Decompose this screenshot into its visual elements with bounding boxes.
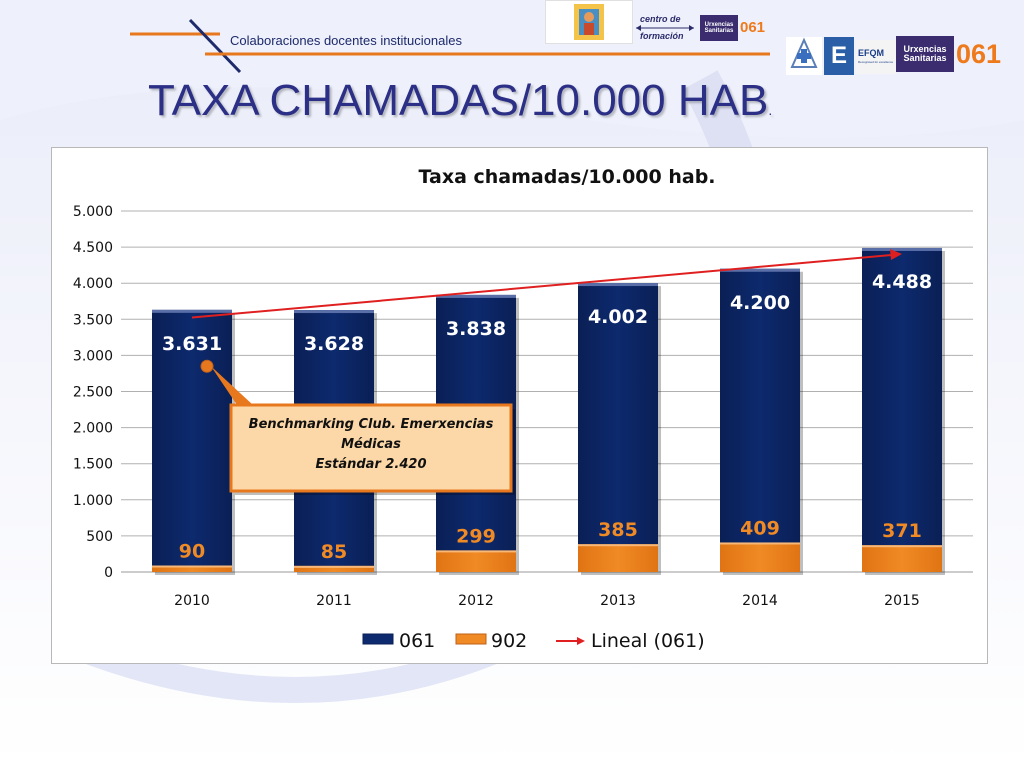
bar-902-2010 xyxy=(152,565,232,572)
urxencias-logo-large: Urxencias Sanitarias 061 xyxy=(896,36,1002,74)
trendline-arrowhead xyxy=(890,248,902,260)
illustration-logo xyxy=(545,0,633,44)
y-tick-label: 2.500 xyxy=(73,385,113,401)
bar-902-top xyxy=(720,542,800,545)
efqm-logo: EFQM Recognised for excellence xyxy=(856,40,896,74)
bar-902-2013 xyxy=(578,544,658,572)
page-title: TAXA CHAMADAS/10.000 HAB. xyxy=(148,76,772,126)
y-tick-label: 0 xyxy=(104,565,113,581)
urx-line2: Sanitarias xyxy=(704,28,734,34)
legend-label-902: 902 xyxy=(491,630,527,652)
e-logo: E xyxy=(824,37,854,75)
page-title-suffix: . xyxy=(768,102,773,118)
callout-anchor-dot xyxy=(200,359,214,373)
y-tick-label: 4.500 xyxy=(73,240,113,256)
urx-line1: Urxencias xyxy=(704,21,734,28)
bar-061-2015 xyxy=(862,247,942,572)
bar-902-2012 xyxy=(436,550,516,572)
bar-061-2014 xyxy=(720,268,800,572)
y-tick-label: 5.000 xyxy=(73,204,113,220)
urx-line2-large: Sanitarias xyxy=(903,53,947,63)
efqm-text: EFQM xyxy=(858,48,884,58)
data-label-061: 4.002 xyxy=(588,306,648,328)
callout-text-line: Benchmarking Club. Emerxencias xyxy=(249,417,494,432)
urxencias-logo-small: Urxencias Sanitarias 061 xyxy=(700,15,772,43)
data-label-061: 4.488 xyxy=(872,271,932,293)
y-tick-label: 3.500 xyxy=(73,312,113,328)
urxencias-box-large: Urxencias Sanitarias xyxy=(896,36,954,72)
trendline-061 xyxy=(191,253,893,319)
bar-061-2010 xyxy=(152,309,232,572)
page-title-text: TAXA CHAMADAS/10.000 HAB xyxy=(148,76,769,125)
y-tick-label: 500 xyxy=(86,529,113,545)
bar-902-2014 xyxy=(720,542,800,572)
bar-061-top xyxy=(294,310,374,314)
bar-chart: Taxa chamadas/10.000 hab. 0 500 1.000 1.500 2… xyxy=(73,166,973,652)
urxencias-box: Urxencias Sanitarias xyxy=(700,15,738,41)
brand-061-large: 061 xyxy=(956,39,1002,69)
y-tick-label: 2.000 xyxy=(73,421,113,437)
data-label-902: 299 xyxy=(456,525,496,547)
efqm-sub: Recognised for excellence xyxy=(858,60,894,64)
callout-box xyxy=(229,403,513,493)
y-tick-label: 1.500 xyxy=(73,457,113,473)
bar-902-2011 xyxy=(294,565,374,572)
data-label-902: 371 xyxy=(882,520,922,542)
data-label-061: 4.200 xyxy=(730,292,790,314)
x-tick-label: 2011 xyxy=(316,593,352,609)
centro-line1: centro de xyxy=(640,14,681,24)
data-label-902: 409 xyxy=(740,517,780,539)
data-label-902: 90 xyxy=(179,541,205,563)
data-label-902: 85 xyxy=(321,541,347,563)
brand-061-small: 061 xyxy=(740,19,766,36)
bar-061-2013 xyxy=(578,283,658,572)
x-tick-label: 2015 xyxy=(884,593,920,609)
bar-061-top xyxy=(720,268,800,272)
callout-pointer xyxy=(211,366,253,405)
bar-902-top xyxy=(436,550,516,553)
header-subtitle: Colaboraciones docentes institucionales xyxy=(230,33,462,48)
x-tick-label: 2010 xyxy=(174,593,210,609)
bar-061-top xyxy=(152,309,232,313)
bar-902-top xyxy=(294,565,374,568)
data-label-902: 385 xyxy=(598,519,638,541)
y-tick-label: 1.000 xyxy=(73,493,113,509)
urx-line1-large: Urxencias xyxy=(903,43,947,54)
data-label-061: 3.838 xyxy=(446,318,506,340)
x-tick-label: 2014 xyxy=(742,593,778,609)
e-letter: E xyxy=(830,42,847,69)
x-tick-label: 2013 xyxy=(600,593,636,609)
legend-label-trend: Lineal (061) xyxy=(591,630,705,652)
centro-line2: formación xyxy=(640,31,684,41)
bar-061-top xyxy=(862,247,942,251)
y-tick-label: 4.000 xyxy=(73,276,113,292)
legend-label-061: 061 xyxy=(399,630,435,652)
bar-902-top xyxy=(578,544,658,547)
callout-text-line: Estándar 2.420 xyxy=(316,457,427,472)
legend-trend-arrowhead xyxy=(577,637,585,645)
bar-061-top xyxy=(578,283,658,287)
legend-swatch-902 xyxy=(455,633,487,645)
illustration-logo-image xyxy=(574,4,604,40)
x-tick-label: 2012 xyxy=(458,593,494,609)
callout-text-line: Médicas xyxy=(341,437,401,452)
data-label-061: 3.628 xyxy=(304,333,364,355)
y-tick-label: 3.000 xyxy=(73,348,113,364)
chart-title: Taxa chamadas/10.000 hab. xyxy=(418,166,715,188)
medical-star-logo xyxy=(786,37,822,75)
legend-swatch-061 xyxy=(362,633,394,645)
bar-902-top xyxy=(152,565,232,568)
bar-902-2015 xyxy=(862,545,942,572)
bar-061-top xyxy=(436,294,516,298)
bar-902-top xyxy=(862,545,942,548)
arrow-icon xyxy=(636,25,694,31)
centro-formacion-logo: centro de formación xyxy=(632,10,698,46)
data-label-061: 3.631 xyxy=(162,333,222,355)
star-of-life-icon xyxy=(790,37,818,68)
